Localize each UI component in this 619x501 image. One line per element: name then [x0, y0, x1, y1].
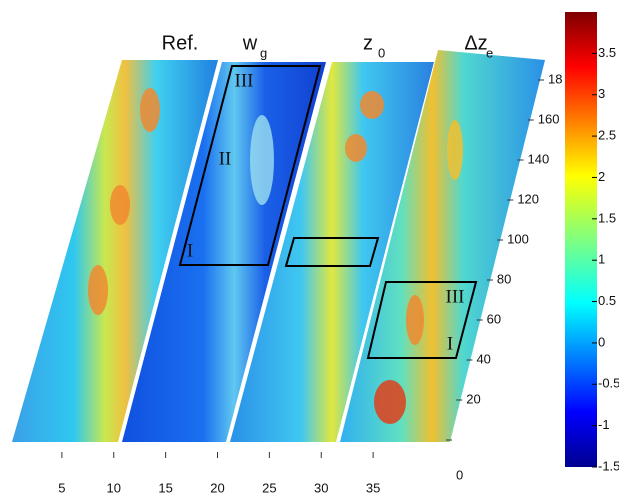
y-tick-label: 120: [517, 191, 539, 206]
panel-subscript: g: [260, 45, 267, 60]
panel-title: w: [242, 32, 258, 54]
y-tick-label: 20: [466, 391, 480, 406]
colorbar-tick-label: -1.5: [598, 458, 619, 473]
surfaces: [12, 50, 545, 442]
x-tick-label: 20: [210, 480, 224, 495]
colorbar: [565, 12, 597, 467]
x-tick-label: 35: [366, 480, 380, 495]
annotation: I: [447, 333, 453, 354]
colorbar-tick-label: 2: [598, 169, 605, 184]
panel-title: z: [363, 32, 373, 54]
figure: Ref.wgz0Δze51015202530350204060801001201…: [0, 0, 619, 496]
y-tick-label: 0: [456, 467, 463, 482]
ridge: [250, 115, 274, 205]
colorbar-tick-label: 3.5: [598, 45, 616, 60]
annotation: III: [235, 70, 254, 91]
y-tick-label: 160: [538, 111, 560, 126]
x-tick-label: 25: [262, 480, 276, 495]
colorbar-tick-label: 1.5: [598, 210, 616, 225]
panel-title: Ref.: [162, 32, 199, 54]
colorbar-tick-label: 1: [598, 252, 605, 267]
y-tick-label: 80: [497, 271, 511, 286]
y-tick-label: 100: [507, 231, 529, 246]
colorbar-tick-label: -0.5: [598, 376, 619, 391]
y-tick-label: 40: [476, 351, 490, 366]
x-tick-label: 10: [107, 480, 121, 495]
x-tick-label: 30: [314, 480, 328, 495]
x-tick-label: 5: [58, 480, 65, 495]
panel-title: Δz: [464, 32, 487, 54]
y-tick-label: 60: [487, 311, 501, 326]
y-tick-label: 18: [548, 71, 562, 86]
panel-subscript: e: [486, 45, 493, 60]
colorbar-tick-label: 0.5: [598, 293, 616, 308]
colorbar-tick-label: 0: [598, 334, 605, 349]
annotation: II: [219, 148, 232, 169]
panel-subscript: 0: [378, 45, 385, 60]
colorbar-tick-label: 2.5: [598, 128, 616, 143]
colorbar-tick-label: 3: [598, 86, 605, 101]
x-tick-label: 15: [158, 480, 172, 495]
y-tick-label: 140: [528, 151, 550, 166]
annotation: III: [446, 286, 465, 307]
annotation: I: [187, 240, 193, 261]
colorbar-tick-label: -1: [598, 417, 610, 432]
